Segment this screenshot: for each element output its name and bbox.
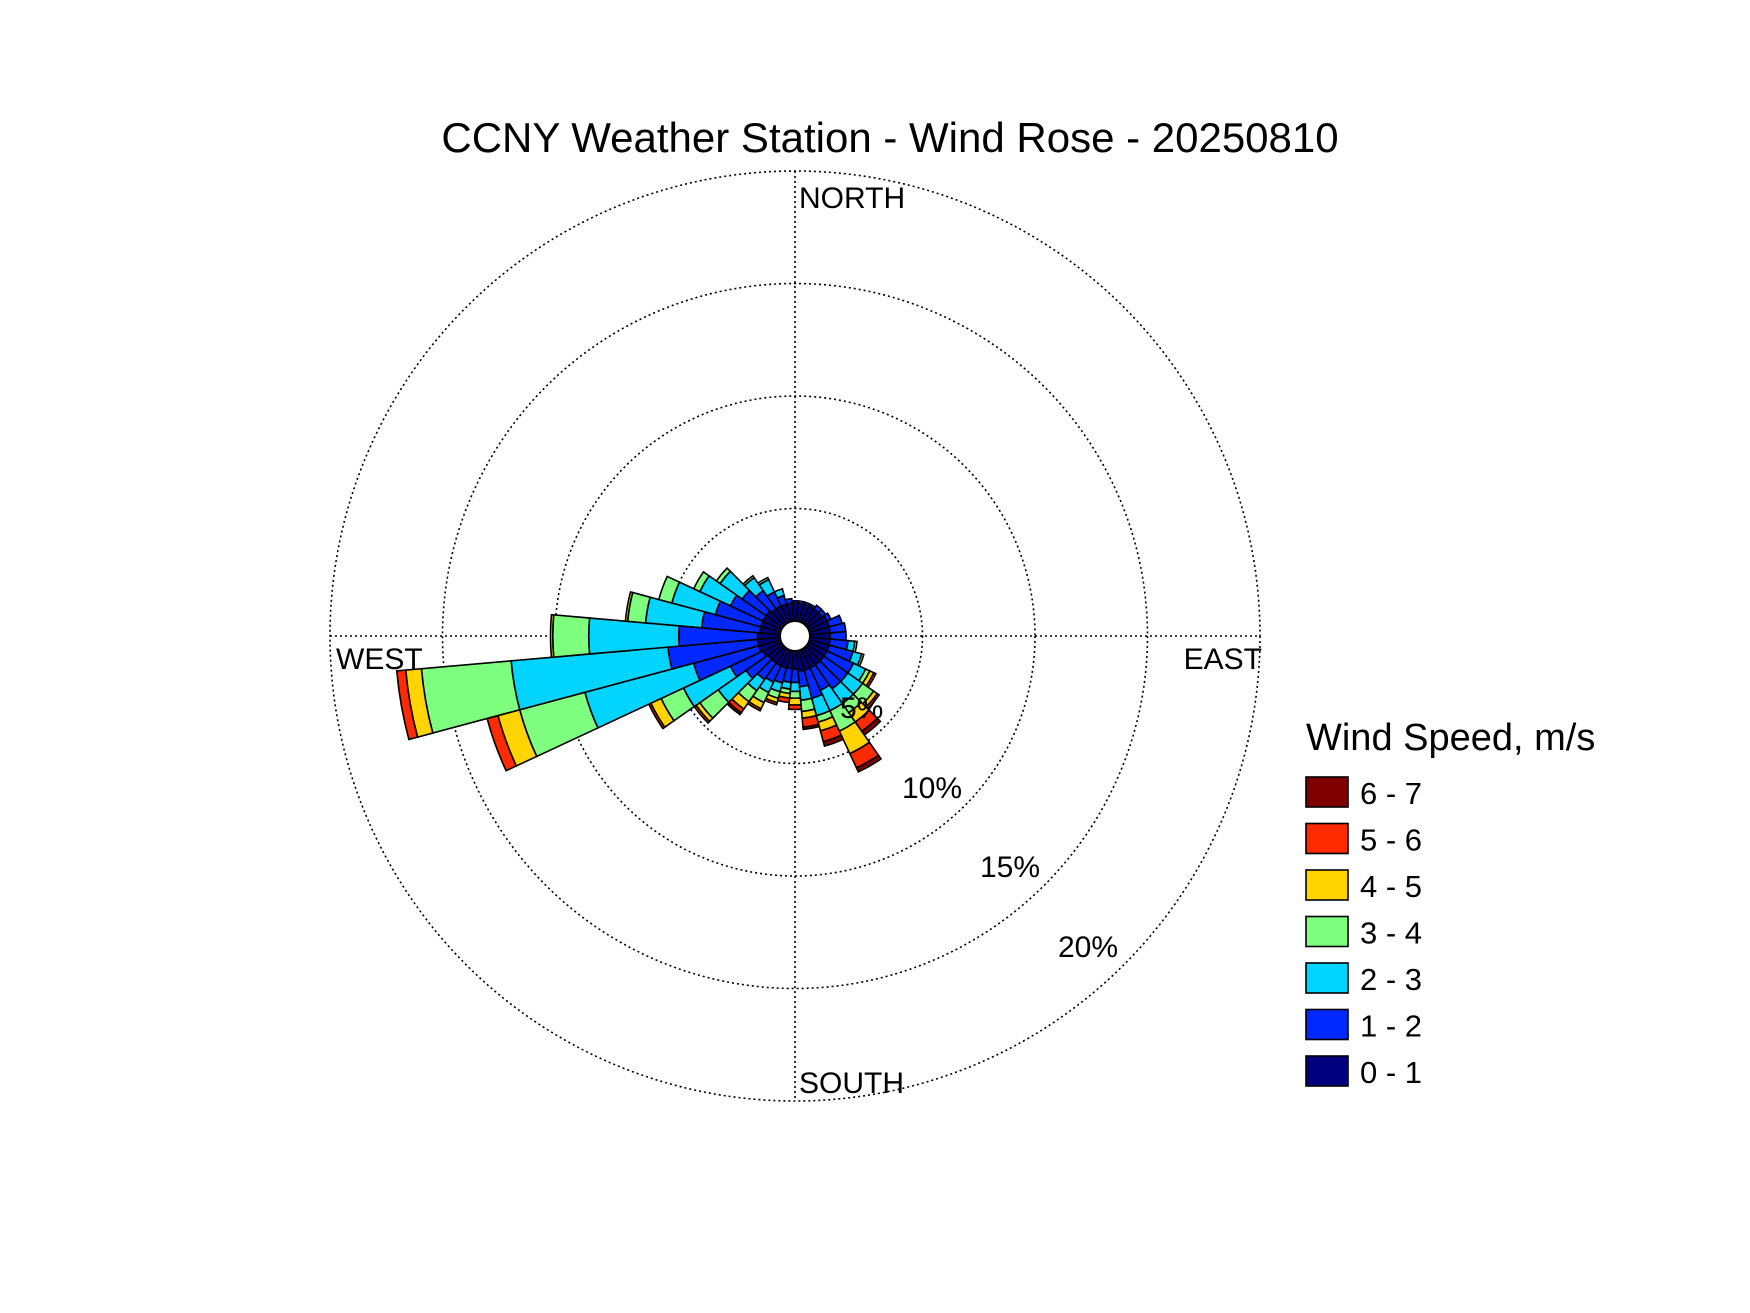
chart-title: CCNY Weather Station - Wind Rose - 20250…	[441, 114, 1338, 161]
wedge-dir-270-speed-4-5	[549, 613, 555, 659]
legend-swatch-0-1	[1305, 1055, 1349, 1087]
legend-swatch-5-6	[1305, 822, 1349, 855]
wedge-dir-270-speed-3-4	[551, 614, 591, 658]
direction-label-north: NORTH	[799, 182, 905, 215]
direction-label-south: SOUTH	[799, 1067, 904, 1100]
wedge-dir-290-speed-3-4	[657, 575, 681, 604]
wedge-dir-180-speed-4-5	[788, 697, 802, 706]
wedge-dir-170-speed-6-7	[802, 723, 821, 731]
wind-rose-wedges	[395, 566, 883, 774]
wedge-dir-300-speed-3-4	[692, 570, 711, 593]
radial-label-15: 15%	[980, 851, 1040, 884]
wedge-dir-280-speed-4-5	[624, 590, 634, 623]
legend-label-6-7: 6 - 7	[1360, 776, 1422, 811]
wedge-dir-310-speed-3-4	[715, 566, 732, 585]
wedge-dir-320-speed-3-4	[741, 574, 756, 587]
legend-swatch-4-5	[1305, 869, 1349, 901]
legend-swatch-3-4	[1305, 915, 1349, 948]
legend-label-2-3: 2 - 3	[1360, 962, 1422, 997]
radial-label-20: 20%	[1058, 931, 1118, 964]
wedge-dir-260-speed-5-6	[395, 669, 419, 741]
wedge-dir-180-speed-5-6	[787, 703, 803, 711]
wedge-dir-180-speed-3-4	[788, 690, 802, 700]
legend-label-1-2: 1 - 2	[1360, 1009, 1422, 1044]
legend-swatch-6-7	[1305, 776, 1349, 808]
legend-swatch-1-2	[1305, 1008, 1349, 1041]
direction-label-east: EAST	[1184, 643, 1262, 676]
wedge-dir-160-speed-6-7	[822, 734, 845, 748]
legend: Wind Speed, m/s 6 - 7 5 - 6 4 - 5 3 - 4 2 - …	[1305, 717, 1595, 1090]
direction-label-west: WEST	[336, 643, 423, 676]
grid-ring-15	[441, 282, 1149, 990]
wedge-dir-350-speed-1-2	[784, 597, 793, 606]
legend-label-0-1: 0 - 1	[1360, 1055, 1422, 1090]
wedge-dir-340-speed-2-3	[773, 587, 786, 599]
wedge-dir-330-speed-3-4	[756, 576, 770, 587]
wedge-dir-150-speed-6-7	[855, 754, 883, 774]
radial-label-5: 5%	[840, 692, 883, 725]
legend-swatch-2-3	[1305, 962, 1349, 994]
legend-label-5-6: 5 - 6	[1360, 823, 1422, 858]
legend-label-3-4: 3 - 4	[1360, 916, 1422, 951]
radial-label-10: 10%	[902, 772, 962, 805]
center-hole	[779, 620, 811, 652]
wedge-dir-190-speed-5-6	[776, 695, 791, 704]
legend-label-4-5: 4 - 5	[1360, 869, 1422, 904]
legend-title: Wind Speed, m/s	[1306, 717, 1595, 759]
